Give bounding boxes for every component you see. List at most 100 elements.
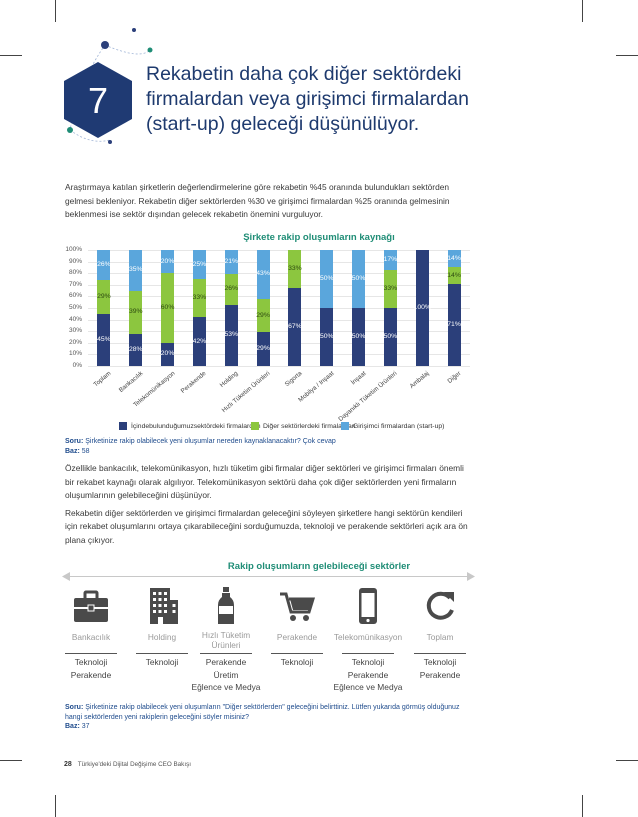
bar-segment (129, 333, 143, 366)
sector-values: Teknoloji Perakende (390, 656, 490, 681)
legend-swatch (251, 422, 259, 430)
bar-segment (161, 250, 175, 274)
sector-value: Teknoloji (145, 657, 179, 667)
data-label: 45% (97, 335, 111, 343)
sector-value: Perakende (419, 669, 461, 680)
gridline (88, 273, 470, 275)
question-note: Soru: Şirketinize rakip olabilecek yeni … (65, 437, 395, 456)
data-label: 26% (224, 285, 239, 293)
briefcase-icon (74, 590, 108, 622)
bar-segment (415, 250, 429, 366)
crop-mark (582, 795, 583, 817)
question-text: Şirketinize rakip olabilecek yeni oluşum… (85, 438, 336, 445)
title-line: Rekabetin daha çok diğer sektördeki (146, 63, 462, 85)
bar-segment (383, 269, 397, 308)
crop-mark (616, 55, 638, 56)
bar-segment (383, 250, 397, 270)
sector-rule (414, 653, 466, 654)
bar-segment (352, 250, 366, 308)
data-label: 33% (383, 284, 398, 292)
bar-segment (129, 250, 143, 291)
body-paragraph: Rekabetin diğer sektörlerden ve girişimc… (65, 507, 468, 545)
base-value: 58 (81, 447, 90, 455)
bar-segment (256, 332, 270, 366)
legend-item: İçindebulunduğumuzsektördeki firmalardan (119, 422, 261, 430)
data-label: 17% (383, 255, 398, 263)
sector-values: Teknoloji Perakende (41, 656, 141, 681)
data-label: 50% (319, 333, 334, 340)
data-label: 20% (160, 350, 175, 358)
sector-values: Teknoloji (112, 656, 212, 669)
crop-mark (582, 0, 583, 22)
base-label: Baz: (65, 723, 80, 730)
divider-arrow-right (467, 572, 475, 581)
crop-mark (0, 760, 22, 761)
y-tick-label: 60% (68, 292, 82, 300)
crop-mark (0, 55, 22, 56)
title-line: firmalardan veya girişimci firmalardan (146, 88, 469, 110)
gridline (88, 342, 470, 344)
data-label: 60% (160, 304, 175, 311)
bar-segment (288, 250, 302, 289)
bar-segment (256, 250, 270, 299)
legend-label: İçindebulunduğumuzsektördeki firmalardan (131, 422, 261, 430)
data-label: 28% (128, 345, 143, 353)
y-tick-label: 10% (68, 350, 82, 358)
page-footer: 28 Türkiye'deki Dijital Değişime CEO Bakı… (64, 761, 191, 768)
y-tick-label: 70% (68, 280, 82, 288)
data-label: 42% (192, 337, 207, 345)
sector-name: Holding (147, 632, 177, 642)
data-label: 33% (288, 265, 302, 273)
bar-segment (383, 308, 397, 366)
bar-segment (224, 274, 238, 305)
bar-segment (320, 308, 334, 366)
y-tick-label: 40% (68, 315, 82, 323)
crop-mark (55, 795, 56, 817)
bar-segment (224, 250, 238, 275)
sector-rule (200, 653, 252, 654)
bar-segment (447, 267, 461, 284)
sector-value: Teknoloji (280, 657, 314, 667)
data-label: 71% (447, 320, 461, 328)
gridline (88, 250, 470, 251)
bar-segment (192, 317, 206, 366)
data-label: 29% (256, 345, 270, 353)
data-label: 14% (447, 254, 461, 262)
data-label: 21% (224, 258, 239, 266)
legend-item: Girişimci firmalardan (start-up) (341, 422, 444, 430)
sector-value: Perakende (347, 669, 389, 680)
data-label: 50% (351, 333, 366, 340)
bar-segment (161, 273, 175, 343)
data-label: 29% (256, 311, 270, 319)
bar-segment (256, 298, 270, 333)
question-label: Soru: (65, 704, 84, 711)
page-title: Rekabetin daha çok diğer sektördeki firm… (146, 62, 506, 137)
data-label: 39% (128, 308, 143, 316)
shopping-cart-icon (280, 592, 316, 621)
crop-mark (616, 760, 638, 761)
sector-value: Teknoloji (351, 657, 385, 667)
y-tick-label: 0% (72, 362, 82, 369)
legend-label: Diğer sektörlerdeki firmalardan (263, 422, 356, 430)
divider (66, 576, 471, 577)
intro-paragraph: Araştırmaya katılan şirketlerin değerlen… (65, 182, 450, 220)
sector-rule (136, 653, 188, 654)
crop-mark (55, 0, 56, 22)
data-label: 43% (256, 270, 270, 278)
data-label: 50% (383, 333, 398, 340)
sector-value: Teknoloji (74, 657, 108, 667)
data-label: 50% (351, 275, 366, 282)
sector-name: Hızlı Tüketim Ürünleri (201, 630, 251, 650)
bar-segment (447, 250, 461, 268)
bar-segment (161, 342, 175, 366)
y-tick-label: 100% (65, 246, 82, 253)
question-text: Şirketinize rakip olabilecek yeni oluşum… (65, 704, 460, 721)
bar-segment (192, 250, 206, 279)
base-value: 37 (81, 723, 90, 730)
building-icon (150, 588, 178, 624)
bar-segment (447, 283, 461, 366)
gridline (88, 354, 470, 356)
chart-title: Şirkete rakip oluşumların kaynağı (243, 232, 395, 243)
data-label: 67% (288, 323, 302, 331)
bar-segment (97, 280, 111, 314)
